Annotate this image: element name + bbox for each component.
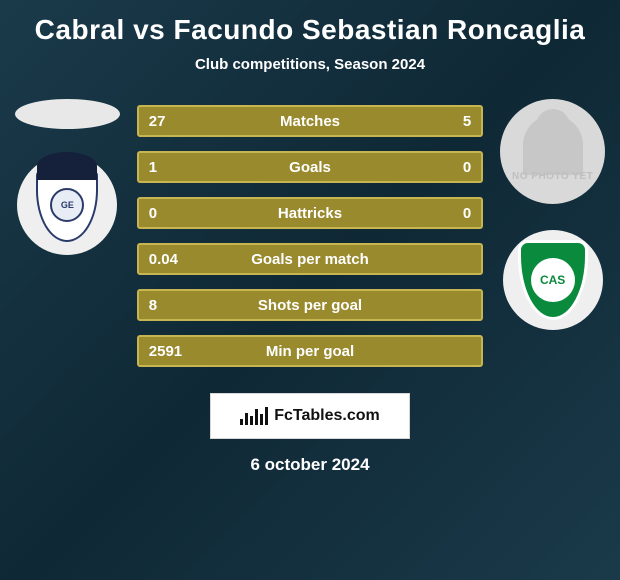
stat-row: 8 Shots per goal — [137, 289, 483, 321]
gimnasia-plume-icon — [37, 152, 97, 180]
stat-right-value: 0 — [463, 159, 471, 176]
stat-left-value: 0 — [149, 205, 157, 222]
player-left-crest: GE — [17, 155, 117, 255]
footer-brand-text: FcTables.com — [274, 407, 380, 425]
stat-row: 1 Goals 0 — [137, 151, 483, 183]
player-left-photo — [15, 99, 120, 129]
stat-label: Goals — [139, 159, 481, 176]
player-right-photo: NO PHOTO YET — [500, 99, 605, 204]
stat-left-value: 27 — [149, 113, 166, 130]
stat-right-value: 0 — [463, 205, 471, 222]
stat-label: Matches — [139, 113, 481, 130]
stat-label: Min per goal — [139, 343, 481, 360]
silhouette-body-icon — [523, 115, 583, 175]
no-photo-label: NO PHOTO YET — [512, 171, 593, 182]
stat-row: 0.04 Goals per match — [137, 243, 483, 275]
comparison-card: Cabral vs Facundo Sebastian Roncaglia Cl… — [0, 0, 620, 580]
stat-row: 27 Matches 5 — [137, 105, 483, 137]
stat-left-value: 8 — [149, 297, 157, 314]
date-label: 6 october 2024 — [8, 455, 612, 475]
stat-row: 2591 Min per goal — [137, 335, 483, 367]
footer-badge[interactable]: FcTables.com — [210, 393, 410, 439]
main-grid: GE 27 Matches 5 1 Goals 0 0 Hattricks 0 … — [8, 99, 612, 367]
subtitle: Club competitions, Season 2024 — [8, 56, 612, 73]
right-side: NO PHOTO YET CAS — [493, 99, 612, 330]
page-title: Cabral vs Facundo Sebastian Roncaglia — [8, 14, 612, 46]
stat-right-value: 5 — [463, 113, 471, 130]
sarmiento-shield-icon: CAS — [518, 240, 588, 320]
stat-left-value: 0.04 — [149, 251, 178, 268]
stats-column: 27 Matches 5 1 Goals 0 0 Hattricks 0 0.0… — [137, 105, 483, 367]
stat-label: Goals per match — [139, 251, 481, 268]
gimnasia-shield-icon: GE — [36, 168, 98, 242]
player-right-crest: CAS — [503, 230, 603, 330]
sarmiento-letters: CAS — [531, 258, 575, 302]
stat-label: Hattricks — [139, 205, 481, 222]
stat-row: 0 Hattricks 0 — [137, 197, 483, 229]
bar-chart-icon — [240, 407, 268, 425]
stat-left-value: 2591 — [149, 343, 182, 360]
left-side: GE — [8, 99, 127, 255]
gimnasia-badge-icon: GE — [50, 188, 84, 222]
stat-label: Shots per goal — [139, 297, 481, 314]
stat-left-value: 1 — [149, 159, 157, 176]
